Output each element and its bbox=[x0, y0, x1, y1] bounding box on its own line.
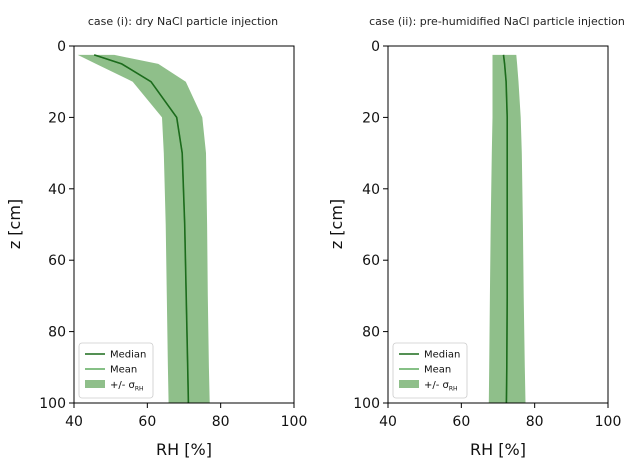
legend-sigma-swatch bbox=[399, 380, 419, 388]
sigma-band bbox=[77, 54, 210, 404]
y-tick-label: 60 bbox=[48, 253, 66, 269]
legend-sigma-swatch bbox=[85, 380, 105, 388]
y-axis-ticks: 0 20 40 60 80 100 bbox=[353, 39, 388, 412]
y-tick-label: 60 bbox=[362, 253, 380, 269]
x-tick-label: 40 bbox=[379, 414, 397, 430]
y-tick-label: 20 bbox=[48, 110, 66, 126]
plot-frame bbox=[387, 45, 609, 404]
x-axis-ticks: 40 60 80 100 bbox=[65, 403, 307, 430]
y-tick-label: 40 bbox=[362, 182, 380, 198]
x-tick-label: 60 bbox=[452, 414, 470, 430]
x-tick-label: 100 bbox=[281, 414, 308, 430]
median-line bbox=[502, 54, 509, 404]
panel-title: case (i): dry NaCl particle injection bbox=[88, 15, 278, 28]
x-axis-ticks: 40 60 80 100 bbox=[379, 403, 621, 430]
y-tick-label: 80 bbox=[362, 325, 380, 341]
y-axis-label: z [cm] bbox=[5, 199, 24, 249]
y-axis-ticks: 0 20 40 60 80 100 bbox=[39, 39, 74, 412]
y-tick-label: 80 bbox=[48, 325, 66, 341]
plot-frame bbox=[73, 45, 295, 404]
panel-title: case (ii): pre-humidified NaCl particle … bbox=[369, 15, 625, 28]
y-tick-label: 40 bbox=[48, 182, 66, 198]
panel-prehumidified-injection: case (ii): pre-humidified NaCl particle … bbox=[327, 15, 625, 459]
legend-mean-label: Mean bbox=[110, 365, 137, 376]
plot-area bbox=[77, 54, 210, 404]
legend: Median Mean +/- σRH bbox=[392, 342, 468, 399]
legend-sigma-label: +/- σRH bbox=[424, 380, 458, 393]
x-tick-label: 100 bbox=[595, 414, 622, 430]
x-tick-label: 80 bbox=[212, 414, 230, 430]
legend-median-label: Median bbox=[424, 350, 460, 361]
panel-dry-injection: case (i): dry NaCl particle injection 40… bbox=[5, 15, 307, 459]
y-tick-label: 0 bbox=[57, 39, 66, 55]
plot-area bbox=[488, 54, 526, 404]
y-tick-label: 20 bbox=[362, 110, 380, 126]
y-tick-label: 100 bbox=[353, 396, 380, 412]
y-tick-label: 100 bbox=[39, 396, 66, 412]
x-tick-label: 80 bbox=[526, 414, 544, 430]
median-line bbox=[93, 54, 190, 404]
legend-sigma-label: +/- σRH bbox=[110, 380, 144, 393]
x-axis-label: RH [%] bbox=[470, 440, 526, 459]
x-tick-label: 60 bbox=[138, 414, 156, 430]
x-tick-label: 40 bbox=[65, 414, 83, 430]
legend: Median Mean +/- σRH bbox=[78, 342, 154, 399]
y-axis-label: z [cm] bbox=[327, 199, 346, 249]
x-axis-label: RH [%] bbox=[156, 440, 212, 459]
legend-median-label: Median bbox=[110, 350, 146, 361]
y-tick-label: 0 bbox=[371, 39, 380, 55]
legend-mean-label: Mean bbox=[424, 365, 451, 376]
